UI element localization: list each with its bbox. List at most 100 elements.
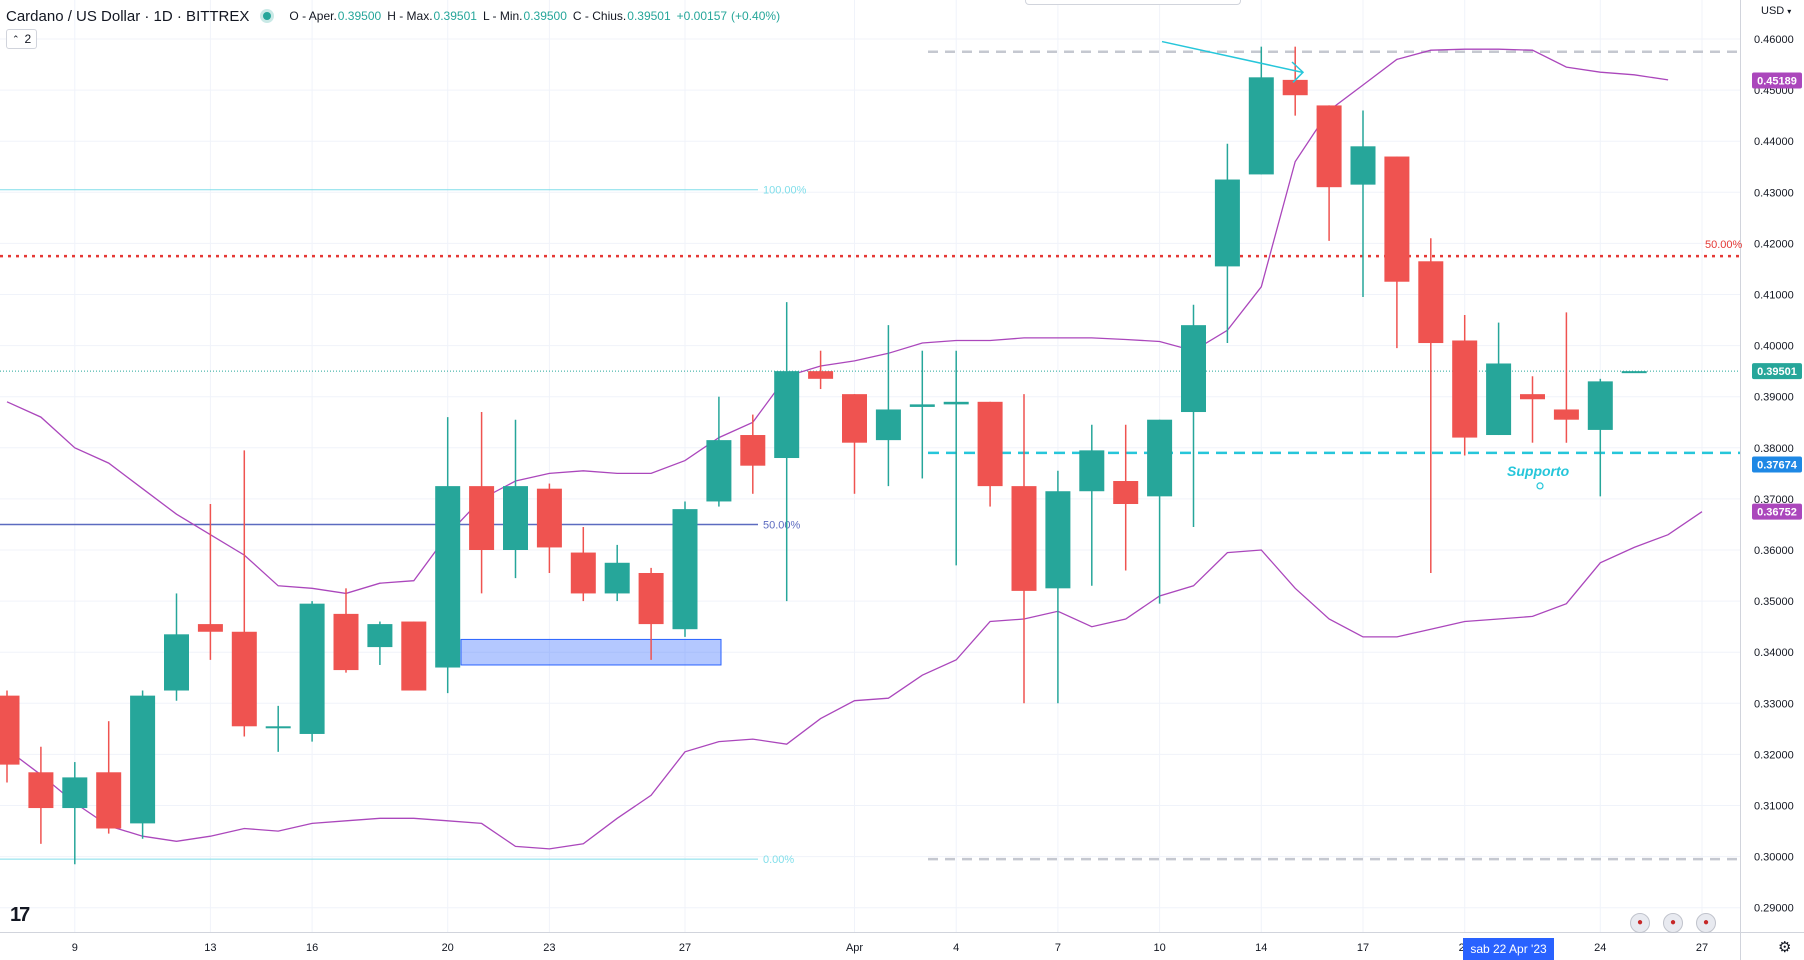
symbol-title[interactable]: Cardano / US Dollar · 1D · BITTREX [6, 7, 250, 25]
candle-body [1147, 419, 1173, 497]
candle-body [435, 486, 461, 668]
x-tick-label: 24 [1594, 942, 1606, 954]
candle-body [1587, 381, 1613, 430]
candle-body [1452, 340, 1478, 438]
trend-arrow-head [1291, 61, 1305, 83]
price-tag-label: 0.37674 [1757, 459, 1798, 471]
chart-annotations [1161, 40, 1305, 83]
candle-body [1621, 371, 1647, 374]
candle-body [1486, 363, 1512, 436]
price-tag-label: 0.36752 [1757, 507, 1797, 519]
candle-body [62, 777, 88, 809]
candle-body [1214, 179, 1240, 267]
x-tick-label: 9 [72, 942, 78, 954]
candle-body [842, 394, 867, 443]
change-value: +0.00157 [676, 9, 728, 23]
candle-body [503, 486, 528, 550]
y-tick-label: 0.46000 [1754, 34, 1794, 46]
indicator-count: 2 [24, 32, 32, 46]
y-tick-label: 0.42000 [1754, 238, 1794, 250]
close-value: 0.39501 [627, 9, 671, 23]
candle-body [1384, 156, 1410, 282]
candle-body [367, 624, 393, 648]
x-tick-label: 14 [1255, 942, 1267, 954]
candle-body [1181, 325, 1206, 413]
y-tick-label: 0.33000 [1754, 698, 1794, 710]
low-label: L - Min. [482, 9, 523, 23]
candle-body [469, 486, 495, 550]
candle-body [197, 624, 223, 632]
y-tick-label: 0.41000 [1754, 290, 1794, 302]
bb-upper-line [6, 48, 1669, 595]
candle-body [774, 371, 800, 459]
time-axis: 91316202327Apr47101417202427 [72, 942, 1708, 954]
trend-arrow [1161, 40, 1303, 73]
candle-body [1113, 481, 1139, 505]
x-tick-label: 13 [204, 942, 216, 954]
candle-body [96, 772, 122, 829]
us-flag-icon[interactable]: ● [1630, 913, 1650, 933]
open-value: 0.39500 [337, 9, 382, 23]
candle-body [333, 613, 359, 671]
fib-label-0: 0.00% [763, 854, 794, 866]
high-label: H - Max. [387, 9, 433, 23]
fib-label-50: 50.00% [763, 519, 801, 531]
highlight-zone [460, 638, 722, 666]
candle-body [130, 695, 156, 824]
fib-label-100: 100.00% [763, 185, 807, 197]
us-flag-icon[interactable]: ● [1696, 913, 1716, 933]
y-tick-label: 0.30000 [1754, 852, 1794, 864]
candle-body [1045, 491, 1071, 589]
x-tick-label: 10 [1153, 942, 1165, 954]
low-value: 0.39500 [523, 9, 567, 23]
tradingview-logo[interactable]: 17 [10, 904, 30, 926]
bollinger-bands [6, 48, 1703, 850]
price-tag-label: 0.45189 [1757, 75, 1797, 87]
y-tick-label: 0.32000 [1754, 749, 1794, 761]
candle-body [1520, 394, 1545, 400]
resistance-label: 50.00% [1705, 239, 1743, 251]
close-label: C - Chius. [572, 9, 627, 23]
candle-body [231, 631, 257, 727]
candle-body [638, 572, 664, 625]
chevron-down-icon: ▾ [1787, 7, 1792, 16]
candle-body [808, 371, 834, 379]
candle-body [536, 488, 562, 548]
x-tick-label: 7 [1055, 942, 1061, 954]
y-tick-label: 0.43000 [1754, 187, 1794, 199]
plot-area [0, 0, 1740, 932]
candle-body [299, 603, 325, 734]
price-tag-label: 0.39501 [1757, 366, 1797, 378]
bb-lower-line [6, 511, 1703, 850]
candle-body [977, 401, 1003, 487]
price-tag [1752, 503, 1802, 520]
x-tick-label: 27 [679, 942, 691, 954]
y-tick-label: 0.44000 [1754, 136, 1794, 148]
candle-body [604, 562, 630, 594]
us-flag-icon[interactable]: ● [1663, 913, 1683, 933]
candle-body [1418, 261, 1444, 344]
crosshair-date-label: sab 22 Apr '23 [1463, 938, 1554, 960]
candle-body [1079, 450, 1105, 492]
currency-label[interactable]: USD ▾ [1761, 5, 1792, 17]
candle-body [164, 634, 189, 691]
chevron-up-icon: ⌃ [12, 33, 20, 44]
gear-icon[interactable]: ⚙ [1778, 939, 1792, 956]
candle-body [1248, 77, 1274, 175]
candle-body [570, 552, 596, 594]
candle-body [909, 404, 935, 407]
top-panel-tab[interactable] [1025, 0, 1241, 5]
y-tick-label: 0.40000 [1754, 341, 1794, 353]
indicator-toggle[interactable]: ⌃ 2 [6, 29, 38, 49]
chart-header: Cardano / US Dollar · 1D · BITTREX O - A… [6, 6, 780, 26]
candle-body [1282, 79, 1308, 96]
y-tick-label: 0.36000 [1754, 545, 1794, 557]
price-axis: 0.460000.450000.440000.430000.420000.410… [1752, 34, 1802, 915]
high-value: 0.39501 [433, 9, 477, 23]
candle-body [1350, 146, 1376, 185]
support-anchor [1536, 482, 1544, 490]
y-tick-label: 0.34000 [1754, 647, 1794, 659]
price-tag [1752, 363, 1802, 380]
